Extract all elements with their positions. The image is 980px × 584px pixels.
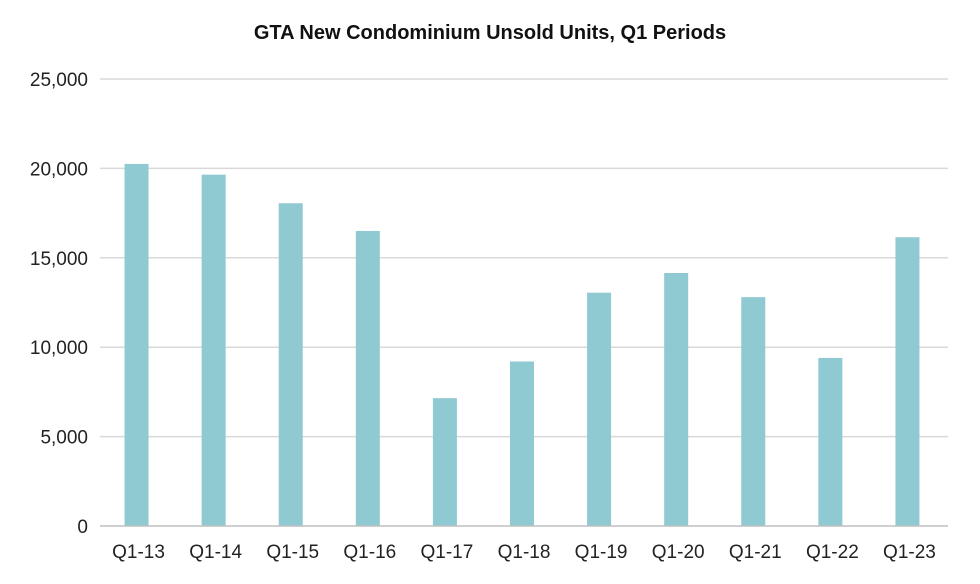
x-tick-label: Q1-14 — [189, 542, 242, 563]
bar — [355, 230, 380, 527]
bar — [664, 272, 689, 526]
bar — [278, 203, 303, 527]
x-tick-label: Q1-20 — [652, 542, 705, 563]
x-tick-label: Q1-17 — [421, 542, 474, 563]
bar — [587, 292, 612, 526]
y-tick-label: 5,000 — [40, 428, 88, 449]
x-axis-ticks: Q1-13 Q1-14 Q1-15 Q1-16 Q1-17 Q1-18 Q1-19 Q1-20… — [112, 542, 936, 563]
x-tick-label: Q1-19 — [575, 542, 628, 563]
x-tick-label: Q1-23 — [883, 542, 936, 563]
y-tick-label: 20,000 — [30, 159, 88, 180]
bars — [124, 163, 920, 527]
x-tick-label: Q1-21 — [729, 542, 782, 563]
bar — [510, 361, 534, 526]
x-tick-label: Q1-16 — [343, 542, 396, 563]
bar — [124, 163, 149, 526]
gridlines — [100, 78, 948, 438]
bar — [432, 398, 457, 526]
y-tick-label: 10,000 — [30, 338, 88, 359]
x-tick-label: Q1-13 — [112, 542, 165, 563]
bar — [895, 237, 920, 526]
y-tick-label: 15,000 — [30, 249, 88, 270]
y-tick-label: 25,000 — [30, 70, 88, 91]
x-tick-label: Q1-18 — [498, 542, 551, 563]
y-tick-label: 0 — [77, 517, 88, 538]
bar — [201, 174, 226, 526]
y-axis-ticks: 0 5,000 10,000 15,000 20,000 25,000 — [30, 70, 88, 538]
x-tick-label: Q1-22 — [806, 542, 859, 563]
bar — [818, 357, 843, 526]
bar — [741, 297, 766, 526]
chart-title: GTA New Condominium Unsold Units, Q1 Per… — [254, 22, 726, 44]
x-tick-label: Q1-15 — [266, 542, 319, 563]
